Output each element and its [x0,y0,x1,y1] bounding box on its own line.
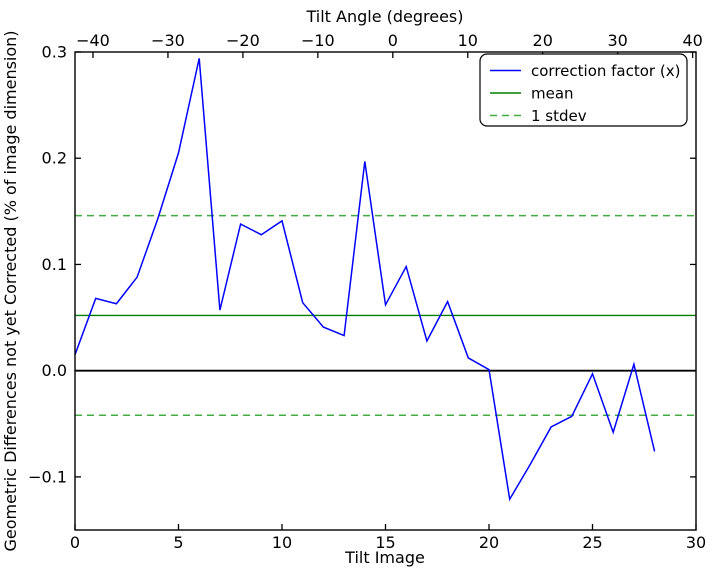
bottom-axis-title: Tilt Image [344,548,425,567]
x-tick-label: 5 [173,533,183,552]
legend: correction factor (x) mean 1 stdev [479,53,688,127]
top-axis-title: Tilt Angle (degrees) [305,7,463,26]
y-tick-label: 0.0 [42,361,67,380]
legend-label-mean: mean [531,85,574,103]
data-series-layer [74,58,656,502]
x-tick-label: 20 [479,533,499,552]
x-tick-label: 25 [582,533,602,552]
x-tick-label: 15 [375,533,395,552]
y-tick-label: −0.1 [28,467,67,486]
top-tick-label: −10 [301,31,335,50]
correction-factor-line [74,58,656,502]
top-tick-label: −30 [151,31,185,50]
top-tick-label: −40 [76,31,110,50]
top-tick-label: 10 [458,31,478,50]
plot-border [74,51,697,531]
top-tick-label: 0 [388,31,398,50]
reference-lines-layer [75,214,696,417]
y-tick-label: 0.1 [42,255,67,274]
top-tick-label: 20 [533,31,553,50]
top-tick-label: 40 [682,31,702,50]
tick-labels-layer: 0 5 10 15 20 25 30 −40 −30 −20 −10 0 10 20 30 40 −0.1 0.0… [28,31,706,552]
legend-label-correction-factor: correction factor (x) [531,62,680,80]
y-tick-label: 0.3 [42,43,67,62]
x-tick-label: 10 [272,533,292,552]
legend-label-stdev: 1 stdev [531,107,587,125]
top-tick-label: 30 [607,31,627,50]
y-axis-title: Geometric Differences not yet Corrected … [1,30,20,551]
y-tick-label: 0.2 [42,149,67,168]
legend-box [479,53,688,127]
top-tick-label: −20 [226,31,260,50]
x-tick-label: 0 [70,533,80,552]
x-tick-label: 30 [686,533,706,552]
